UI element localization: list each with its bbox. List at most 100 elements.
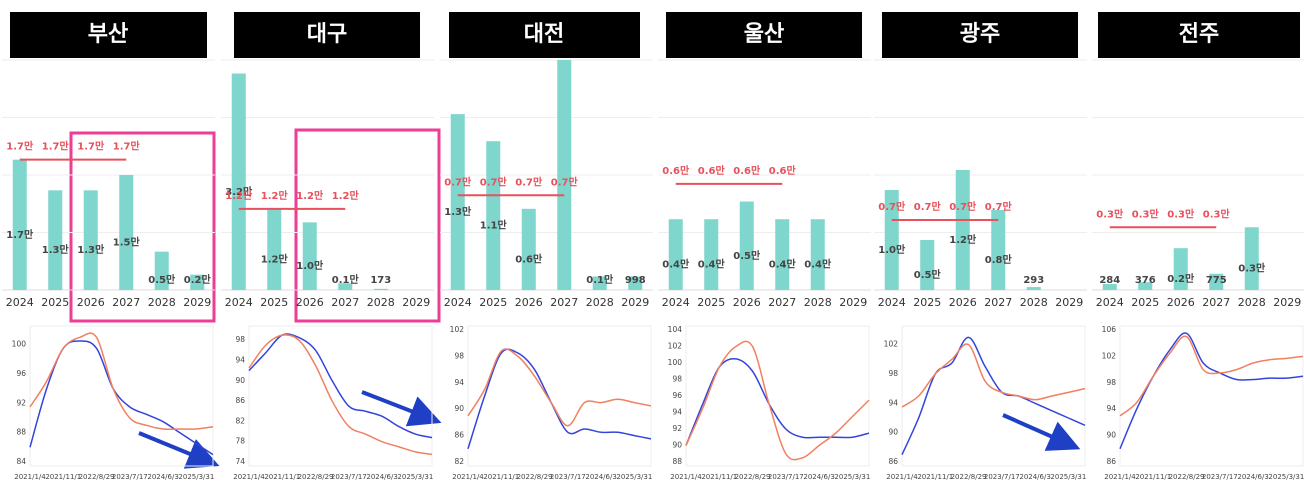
x-tick-label: 2023/7/17 (984, 473, 1020, 481)
x-tick-label: 2024 (878, 296, 906, 309)
x-tick-label: 2029 (183, 296, 211, 309)
demand-label: 1.7만 (6, 140, 34, 153)
y-tick-label: 98 (672, 375, 682, 384)
x-tick-label: 2025 (1131, 296, 1159, 309)
y-tick-label: 74 (235, 457, 245, 466)
panel-title: 부산 (88, 22, 128, 47)
x-tick-label: 2024/6/3 (1237, 473, 1268, 481)
x-tick-label: 2021/11/1 (1135, 473, 1171, 481)
x-tick-label: 2027 (1202, 296, 1230, 309)
bar (12, 159, 27, 290)
x-tick-label: 2022/8/29 (951, 473, 987, 481)
bar (302, 222, 317, 290)
x-tick-label: 2022/8/29 (298, 473, 334, 481)
bar-label: 0.4만 (662, 258, 690, 271)
x-tick-label: 2027 (768, 296, 796, 309)
x-tick-label: 2025 (41, 296, 69, 309)
bar-label: 1.3만 (42, 243, 70, 256)
x-tick-label: 2021/1/4 (452, 473, 484, 481)
bar-label: 1.2만 (261, 252, 289, 265)
bar (557, 60, 572, 290)
bar-label: 284 (1099, 275, 1120, 286)
bar-label: 1.0만 (878, 243, 906, 256)
demand-label: 1.7만 (77, 140, 105, 153)
bar (119, 175, 134, 290)
bar-label: 0.1만 (332, 273, 360, 286)
y-tick-label: 92 (672, 424, 682, 433)
x-tick-label: 2024 (6, 296, 34, 309)
y-tick-label: 84 (16, 457, 26, 466)
bar-label: 0.4만 (698, 258, 726, 271)
y-tick-label: 94 (888, 398, 898, 407)
x-tick-label: 2028 (1238, 296, 1266, 309)
y-tick-label: 98 (235, 335, 245, 344)
plot-frame (901, 325, 1086, 467)
x-tick-label: 2023/7/17 (331, 473, 367, 481)
index-line (248, 334, 433, 456)
demand-label: 1.7만 (113, 140, 141, 153)
x-tick-label: 2029 (621, 296, 649, 309)
panel-title: 대구 (307, 22, 347, 47)
demand-label: 0.3만 (1167, 207, 1195, 220)
header-bg (234, 12, 420, 58)
demand-label: 0.7만 (949, 200, 977, 213)
bar (83, 190, 98, 290)
x-tick-label: 2022/8/29 (735, 473, 771, 481)
y-tick-label: 100 (668, 358, 683, 367)
plot-frame (685, 325, 870, 467)
x-tick-label: 2024/6/3 (1019, 473, 1050, 481)
bar-label: 1.5만 (113, 236, 141, 249)
bar-label: 173 (370, 275, 391, 286)
y-tick-label: 98 (888, 369, 898, 378)
bar-label: 3.2만 (225, 185, 253, 198)
header-bg (882, 12, 1078, 58)
x-tick-label: 2021/1/4 (1104, 473, 1136, 481)
demand-label: 0.6만 (662, 164, 690, 177)
bar-label: 0.6만 (515, 252, 543, 265)
bar-label: 0.2만 (1167, 272, 1195, 285)
x-tick-label: 2025/3/31 (397, 473, 433, 481)
x-tick-label: 2021/11/1 (917, 473, 953, 481)
bar-label: 0.5만 (148, 273, 176, 286)
header-bg (666, 12, 862, 58)
x-tick-label: 2021/11/1 (45, 473, 81, 481)
bar-label: 293 (1023, 275, 1044, 286)
bar (486, 141, 501, 290)
x-tick-label: 2024 (1096, 296, 1124, 309)
demand-label: 0.7만 (444, 175, 472, 188)
bar-label: 1.3만 (77, 243, 105, 256)
index-line (685, 340, 870, 461)
x-tick-label: 2022/8/29 (1169, 473, 1205, 481)
x-tick-label: 2027 (331, 296, 359, 309)
x-tick-label: 2024 (444, 296, 472, 309)
bar (592, 276, 607, 290)
y-tick-label: 92 (16, 398, 26, 407)
plot-frame (248, 325, 433, 467)
demand-label: 0.7만 (480, 175, 508, 188)
index-line (29, 332, 214, 431)
bar (704, 219, 719, 290)
x-tick-label: 2021/1/4 (14, 473, 46, 481)
x-tick-label: 2024 (662, 296, 690, 309)
x-tick-label: 2024/6/3 (585, 473, 616, 481)
y-tick-label: 90 (672, 441, 682, 450)
trend-arrow (1002, 413, 1081, 451)
x-tick-label: 2029 (1055, 296, 1083, 309)
demand-label: 1.7만 (42, 140, 70, 153)
y-tick-label: 102 (1102, 351, 1117, 360)
x-tick-label: 2028 (586, 296, 614, 309)
bar (991, 210, 1006, 290)
demand-label: 0.7만 (914, 200, 942, 213)
y-tick-label: 82 (454, 457, 464, 466)
y-tick-label: 102 (450, 325, 465, 334)
y-tick-label: 90 (1106, 431, 1116, 440)
demand-label: 1.2만 (261, 189, 289, 202)
bar (884, 190, 899, 290)
bar (668, 219, 683, 290)
bar-label: 0.5만 (914, 268, 942, 281)
x-tick-label: 2023/7/17 (768, 473, 804, 481)
y-tick-label: 94 (454, 378, 464, 387)
x-tick-label: 2025/3/31 (616, 473, 652, 481)
highlight-box (294, 128, 441, 323)
demand-label: 0.7만 (515, 175, 543, 188)
